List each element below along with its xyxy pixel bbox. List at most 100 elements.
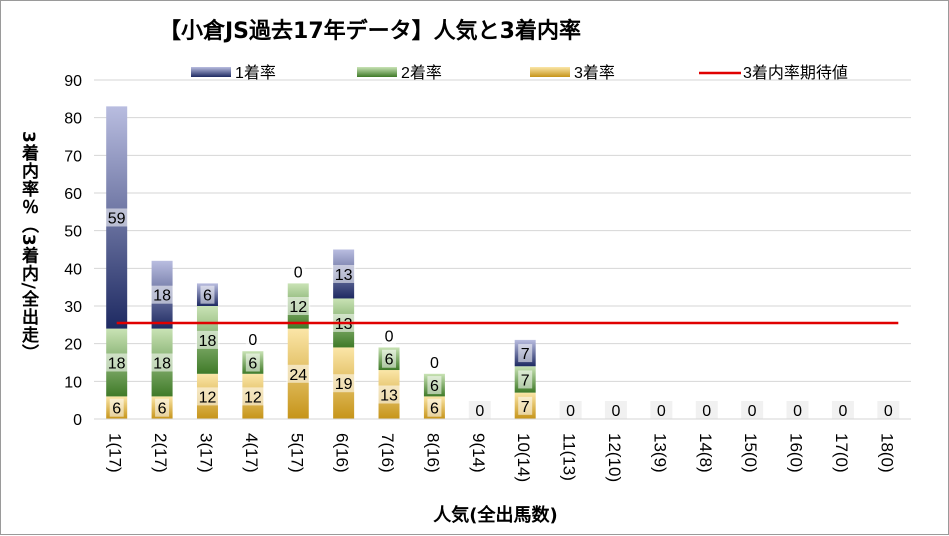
data-label-bg — [286, 297, 311, 315]
legend-label: 3着率 — [574, 64, 615, 82]
data-label-bg — [195, 330, 220, 349]
data-label-bg — [518, 370, 533, 389]
data-label-bg — [150, 353, 175, 372]
y-tick-label: 20 — [64, 337, 82, 354]
data-label: 0 — [702, 403, 711, 420]
y-tick-label: 90 — [64, 73, 82, 90]
data-label-bg — [518, 396, 533, 415]
y-tick-label: 50 — [64, 224, 82, 241]
x-tick-label: 1(17) — [106, 433, 125, 473]
data-label-bg — [650, 401, 673, 419]
data-label: 7 — [521, 346, 530, 363]
data-label-bg — [291, 262, 306, 281]
data-label: 18 — [153, 356, 171, 373]
legend-label: 3着内率期待値 — [743, 64, 848, 82]
data-label-bg — [240, 387, 265, 406]
x-tick-label: 10(14) — [514, 433, 533, 482]
data-label-bg — [604, 401, 627, 419]
data-label: 0 — [248, 332, 257, 349]
data-label-bg — [427, 398, 442, 417]
x-tick-label: 7(16) — [378, 433, 397, 473]
data-label: 6 — [158, 401, 167, 418]
data-label-bg — [331, 374, 356, 393]
data-label: 6 — [112, 401, 121, 418]
y-axis-label: 3着内率％（3着内/全出走） — [18, 131, 38, 362]
x-tick-label: 6(16) — [333, 433, 352, 473]
y-tick-label: 10 — [64, 374, 82, 391]
y-tick-label: 0 — [73, 412, 82, 429]
data-label-bg — [286, 364, 311, 383]
data-label: 12 — [244, 389, 262, 406]
data-label-bg — [331, 264, 356, 283]
x-tick-label: 16(0) — [787, 433, 806, 473]
data-label-bg — [427, 352, 442, 371]
data-label-bg — [382, 326, 397, 345]
y-tick-label: 40 — [64, 261, 82, 278]
x-tick-label: 17(0) — [832, 433, 851, 473]
x-tick-label: 4(17) — [242, 433, 261, 473]
data-label-bg — [382, 349, 397, 368]
data-label-bg — [109, 398, 124, 417]
x-tick-label: 8(16) — [423, 433, 442, 473]
data-label: 18 — [199, 333, 217, 350]
data-label: 0 — [294, 264, 303, 281]
x-tick-label: 14(8) — [696, 433, 715, 473]
x-tick-label: 13(9) — [650, 433, 669, 473]
data-label: 6 — [430, 401, 439, 418]
data-label: 0 — [657, 403, 666, 420]
data-label: 12 — [199, 389, 217, 406]
data-label: 0 — [566, 403, 575, 420]
data-label: 0 — [430, 355, 439, 372]
data-label: 24 — [289, 367, 307, 384]
y-tick-label: 30 — [64, 299, 82, 316]
y-tick-label: 80 — [64, 111, 82, 128]
legend-swatch — [530, 67, 570, 77]
data-label-bg — [104, 208, 129, 227]
y-tick-label: 60 — [64, 186, 82, 203]
data-label-bg — [195, 387, 220, 406]
data-label-bg — [104, 353, 129, 372]
data-label: 7 — [521, 372, 530, 389]
data-label: 13 — [335, 267, 353, 284]
data-label-bg — [786, 401, 809, 419]
legend-swatch — [357, 67, 397, 77]
data-label: 0 — [748, 403, 757, 420]
data-label-bg — [831, 401, 854, 419]
data-label: 13 — [335, 316, 353, 333]
data-label: 12 — [289, 299, 307, 316]
x-tick-label: 3(17) — [196, 433, 215, 473]
x-tick-label: 5(17) — [287, 433, 306, 473]
data-label-bg — [741, 401, 764, 419]
data-label: 0 — [612, 403, 621, 420]
chart-title: 【小倉JS過去17年データ】人気と3着内率 — [159, 19, 581, 44]
data-label-bg — [200, 285, 215, 304]
x-tick-label: 12(10) — [605, 433, 624, 482]
data-label: 18 — [108, 356, 126, 373]
data-label-bg — [155, 398, 170, 417]
data-label: 6 — [248, 356, 257, 373]
data-label-bg — [427, 376, 442, 395]
data-label: 13 — [380, 388, 398, 405]
x-tick-label: 9(14) — [469, 433, 488, 473]
data-label-bg — [695, 401, 718, 419]
data-label: 19 — [335, 376, 353, 393]
data-label: 59 — [108, 210, 126, 227]
data-label-bg — [150, 285, 175, 304]
data-label: 7 — [521, 399, 530, 416]
data-label-bg — [559, 401, 582, 419]
data-label: 6 — [430, 378, 439, 395]
legend-label: 1着率 — [235, 64, 276, 82]
data-label: 18 — [153, 288, 171, 305]
data-label: 6 — [385, 352, 394, 369]
data-label-bg — [518, 344, 533, 363]
x-tick-label: 11(13) — [560, 433, 579, 481]
x-axis-label: 人気(全出馬数) — [433, 505, 558, 526]
data-label: 0 — [838, 403, 847, 420]
x-tick-label: 15(0) — [741, 433, 760, 473]
x-tick-label: 18(0) — [877, 433, 896, 473]
data-label: 0 — [475, 403, 484, 420]
data-label-bg — [377, 385, 402, 404]
x-tick-label: 2(17) — [151, 433, 170, 473]
data-label-bg — [245, 330, 260, 349]
